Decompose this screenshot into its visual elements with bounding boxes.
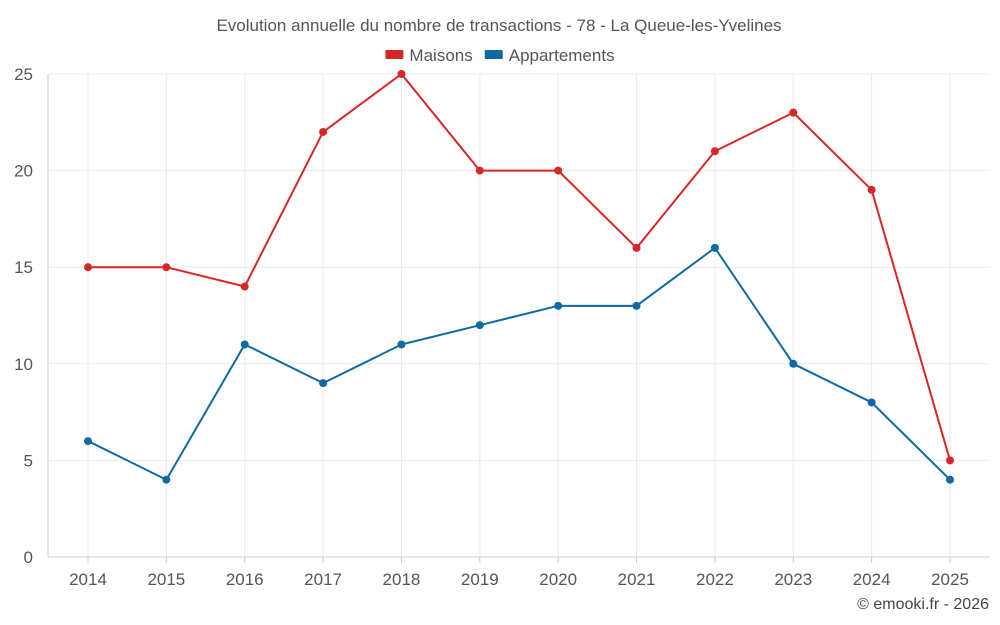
legend: Maisons Appartements: [385, 46, 615, 65]
data-point-appartements: [319, 379, 328, 388]
y-tick-label: 0: [24, 548, 33, 567]
data-point-appartements: [710, 243, 719, 252]
y-tick-label: 25: [14, 65, 33, 84]
data-point-maisons: [554, 166, 563, 175]
legend-swatch: [385, 50, 404, 59]
series-line-maisons: [88, 73, 951, 461]
data-point-maisons: [867, 185, 876, 194]
x-tick-label: 2021: [618, 570, 656, 589]
x-tick-label: 2019: [461, 570, 499, 589]
credit-text: © emooki.fr - 2026: [857, 596, 989, 613]
data-point-appartements: [84, 437, 92, 446]
grid: [48, 73, 990, 557]
x-tick-label: 2024: [853, 570, 891, 589]
data-point-maisons: [789, 108, 798, 117]
data-point-maisons: [475, 166, 484, 175]
x-tick-label: 2018: [383, 570, 421, 589]
data-point-maisons: [710, 147, 719, 156]
legend-swatch: [484, 50, 503, 59]
data-point-maisons: [632, 243, 641, 252]
data-point-appartements: [397, 340, 406, 349]
data-point-appartements: [789, 359, 798, 368]
x-tick-label: 2023: [774, 570, 812, 589]
data-point-appartements: [554, 301, 563, 310]
data-point-appartements: [867, 398, 876, 407]
legend-item-appartements[interactable]: Appartements: [484, 46, 615, 65]
y-tick-label: 15: [14, 258, 33, 277]
x-tick-label: 2015: [147, 570, 185, 589]
x-tick-label: 2020: [539, 570, 577, 589]
x-tick-label: 2016: [226, 570, 264, 589]
y-tick-label: 20: [14, 162, 33, 181]
x-tick-label: 2025: [931, 570, 969, 589]
legend-label: Appartements: [509, 46, 615, 65]
data-point-maisons: [162, 263, 171, 272]
y-tick-label: 5: [24, 451, 33, 470]
data-point-appartements: [240, 340, 249, 349]
data-point-maisons: [240, 282, 249, 291]
data-point-maisons: [319, 127, 328, 136]
data-point-maisons: [946, 456, 954, 465]
legend-label: Maisons: [409, 46, 472, 65]
data-point-maisons: [84, 263, 92, 272]
series-group: [84, 70, 954, 484]
data-point-maisons: [397, 70, 406, 78]
x-tick-label: 2014: [69, 570, 107, 589]
legend-item-maisons[interactable]: Maisons: [385, 46, 473, 65]
chart-title: Evolution annuelle du nombre de transact…: [216, 16, 781, 35]
data-point-appartements: [946, 475, 954, 484]
y-tick-label: 10: [14, 355, 33, 374]
x-tick-label: 2017: [304, 570, 342, 589]
data-point-appartements: [162, 475, 171, 484]
x-tick-label: 2022: [696, 570, 734, 589]
data-point-appartements: [475, 321, 484, 330]
data-point-appartements: [632, 301, 641, 310]
series-line-appartements: [87, 246, 951, 481]
